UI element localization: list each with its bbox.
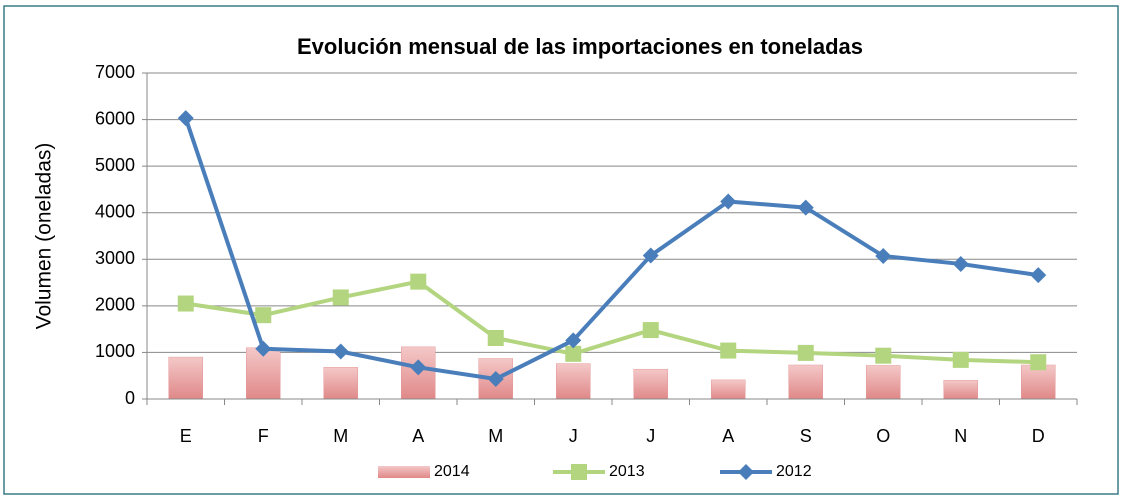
marker	[565, 345, 582, 362]
marker	[720, 342, 737, 359]
marker	[487, 370, 504, 387]
x-tick-label: A	[722, 426, 734, 446]
marker	[642, 247, 659, 264]
marker	[177, 110, 194, 127]
y-tick-label: 6000	[95, 108, 135, 128]
marker	[797, 199, 814, 216]
marker	[875, 248, 892, 265]
legend-label: 2014	[434, 463, 470, 480]
y-tick-label: 7000	[95, 62, 135, 82]
y-axis-label: Volumen (oneladas)	[33, 143, 56, 330]
bar	[943, 380, 978, 400]
bar	[323, 367, 358, 400]
x-tick-label: M	[488, 426, 503, 446]
bar	[556, 363, 591, 400]
marker	[1030, 267, 1047, 284]
legend-label: 2013	[609, 463, 645, 480]
chart-title: Evolución mensual de las importaciones e…	[297, 34, 863, 59]
marker	[487, 329, 504, 346]
line	[185, 279, 1039, 365]
marker	[332, 343, 349, 360]
y-tick-label: 3000	[95, 248, 135, 268]
y-tick-label: 1000	[95, 341, 135, 361]
x-tick-label: S	[800, 426, 812, 446]
bar	[633, 368, 668, 400]
legend-marker	[738, 464, 754, 480]
marker	[642, 322, 659, 339]
marker	[255, 340, 272, 357]
y-tick-label: 0	[125, 388, 135, 408]
x-tick-label: F	[258, 426, 269, 446]
bar	[711, 379, 746, 400]
x-tick-label: N	[954, 426, 967, 446]
bar	[866, 365, 901, 400]
y-tick-label: 5000	[95, 155, 135, 175]
marker	[1030, 354, 1047, 371]
legend-label: 2012	[776, 463, 812, 480]
marker	[255, 307, 272, 324]
x-tick-label: O	[876, 426, 890, 446]
marker	[410, 273, 427, 290]
marker	[952, 255, 969, 272]
x-tick-label: M	[333, 426, 348, 446]
marker	[332, 289, 349, 306]
bar	[168, 356, 203, 400]
marker	[410, 359, 427, 376]
marker	[797, 344, 814, 361]
x-tick-label: D	[1032, 426, 1045, 446]
marker	[177, 295, 194, 312]
marker	[720, 193, 737, 210]
y-tick-label: 2000	[95, 295, 135, 315]
x-tick-label: E	[180, 426, 192, 446]
chart-frame	[3, 5, 1119, 495]
marker	[952, 351, 969, 368]
bar	[788, 364, 823, 400]
line	[183, 117, 1039, 381]
y-tick-label: 4000	[95, 201, 135, 221]
legend-swatch	[378, 466, 430, 478]
marker	[565, 332, 582, 349]
x-tick-label: A	[412, 426, 424, 446]
marker	[875, 347, 892, 364]
x-tick-label: J	[646, 426, 655, 446]
x-tick-label: J	[569, 426, 578, 446]
legend-marker	[571, 464, 587, 480]
